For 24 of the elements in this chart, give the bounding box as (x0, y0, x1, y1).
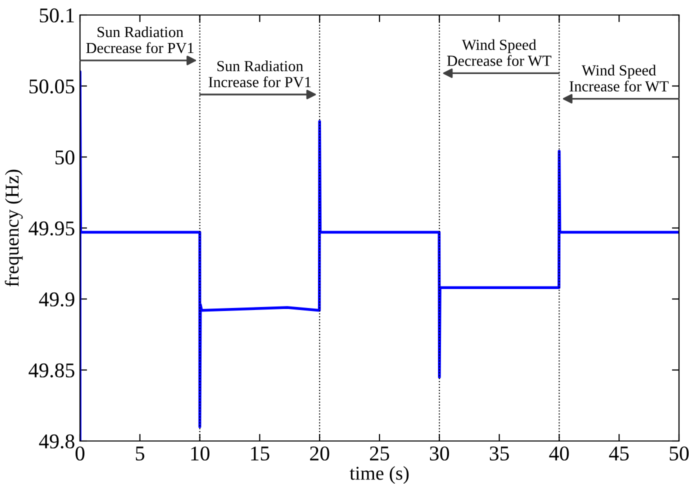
annotation: Wind Speed Increase for WT (570, 64, 669, 92)
annotation: Wind Speed Decrease for WT (447, 39, 552, 66)
annotation: Sun Radiation Decrease for PV1 (86, 26, 194, 54)
x-tick-label: 40 (549, 446, 569, 461)
x-tick-label: 45 (609, 446, 629, 461)
x-tick-label: 20 (310, 446, 330, 461)
y-tick-label: 49.9 (39, 292, 74, 307)
x-axis-title: time (s) (350, 466, 409, 484)
y-tick-label: 50 (56, 150, 74, 164)
x-tick-label: 25 (370, 446, 390, 461)
x-tick-label: 30 (430, 446, 450, 461)
y-tick-label: 49.85 (28, 363, 74, 378)
y-tick-label: 49.95 (28, 221, 74, 236)
y-tick-label: 49.8 (39, 434, 74, 449)
y-tick-label: 50.1 (40, 8, 74, 23)
x-tick-label: 10 (191, 446, 210, 461)
y-tick-label: 50.05 (29, 79, 74, 94)
y-axis-title: frequency (Hz) (4, 170, 23, 287)
x-tick-label: 15 (251, 446, 270, 461)
x-tick-label: 50 (670, 446, 689, 461)
x-tick-label: 0 (76, 446, 84, 461)
x-tick-label: 35 (490, 446, 509, 461)
annotation: Sun Radiation Increase for PV1 (208, 60, 311, 88)
x-tick-label: 5 (136, 446, 144, 461)
